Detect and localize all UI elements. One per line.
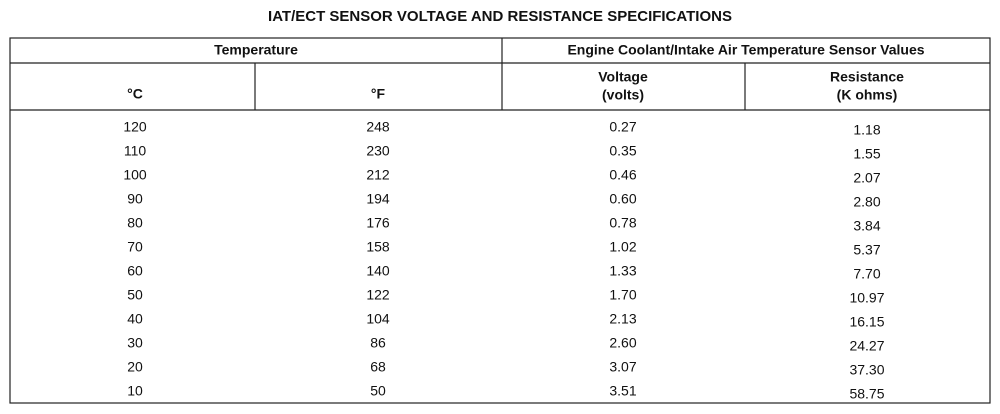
cell: 212 bbox=[366, 167, 390, 183]
cell: 2.60 bbox=[609, 335, 636, 351]
cell: 0.46 bbox=[609, 167, 636, 183]
cell: 0.35 bbox=[609, 143, 636, 159]
cell: 0.78 bbox=[609, 215, 636, 231]
group-header: Engine Coolant/Intake Air Temperature Se… bbox=[567, 42, 924, 58]
cell: 24.27 bbox=[849, 338, 884, 354]
cell: 1.55 bbox=[853, 146, 880, 162]
column-header: (volts) bbox=[602, 87, 644, 103]
cell: 122 bbox=[366, 287, 390, 303]
cell: 2.07 bbox=[853, 170, 880, 186]
cell: 5.37 bbox=[853, 242, 880, 258]
cell: 37.30 bbox=[849, 362, 884, 378]
cell: 10 bbox=[127, 383, 143, 399]
table-border bbox=[9, 37, 991, 404]
column-header: Resistance bbox=[830, 69, 904, 85]
cell: 0.60 bbox=[609, 191, 636, 207]
cell: 16.15 bbox=[849, 314, 884, 330]
cell: 20 bbox=[127, 359, 143, 375]
cell: 50 bbox=[127, 287, 143, 303]
cell: 1.70 bbox=[609, 287, 636, 303]
cell: 10.97 bbox=[849, 290, 884, 306]
cell: 50 bbox=[370, 383, 386, 399]
cell: 60 bbox=[127, 263, 143, 279]
cell: 1.33 bbox=[609, 263, 636, 279]
column-header: (K ohms) bbox=[837, 87, 898, 103]
cell: 70 bbox=[127, 239, 143, 255]
group-header: Temperature bbox=[214, 42, 298, 58]
cell: 58.75 bbox=[849, 386, 884, 402]
cell: 100 bbox=[123, 167, 147, 183]
column-header: °C bbox=[127, 86, 143, 102]
title: IAT/ECT SENSOR VOLTAGE AND RESISTANCE SP… bbox=[268, 8, 732, 25]
cell: 30 bbox=[127, 335, 143, 351]
cell: 80 bbox=[127, 215, 143, 231]
column-header: Voltage bbox=[598, 69, 648, 85]
cell: 104 bbox=[366, 311, 390, 327]
cell: 2.13 bbox=[609, 311, 636, 327]
cell: 176 bbox=[366, 215, 390, 231]
cell: 40 bbox=[127, 311, 143, 327]
cell: 1.18 bbox=[853, 122, 880, 138]
cell: 248 bbox=[366, 119, 390, 135]
cell: 3.51 bbox=[609, 383, 636, 399]
cell: 0.27 bbox=[609, 119, 636, 135]
cell: 194 bbox=[366, 191, 390, 207]
cell: 120 bbox=[123, 119, 147, 135]
cell: 230 bbox=[366, 143, 390, 159]
cell: 110 bbox=[124, 143, 147, 159]
cell: 1.02 bbox=[609, 239, 636, 255]
cell: 3.07 bbox=[609, 359, 636, 375]
cell: 90 bbox=[127, 191, 143, 207]
cell: 2.80 bbox=[853, 194, 880, 210]
cell: 3.84 bbox=[853, 218, 880, 234]
cell: 86 bbox=[370, 335, 386, 351]
cell: 140 bbox=[366, 263, 390, 279]
cell: 7.70 bbox=[853, 266, 880, 282]
column-header: °F bbox=[371, 86, 386, 102]
cell: 68 bbox=[370, 359, 386, 375]
cell: 158 bbox=[366, 239, 390, 255]
